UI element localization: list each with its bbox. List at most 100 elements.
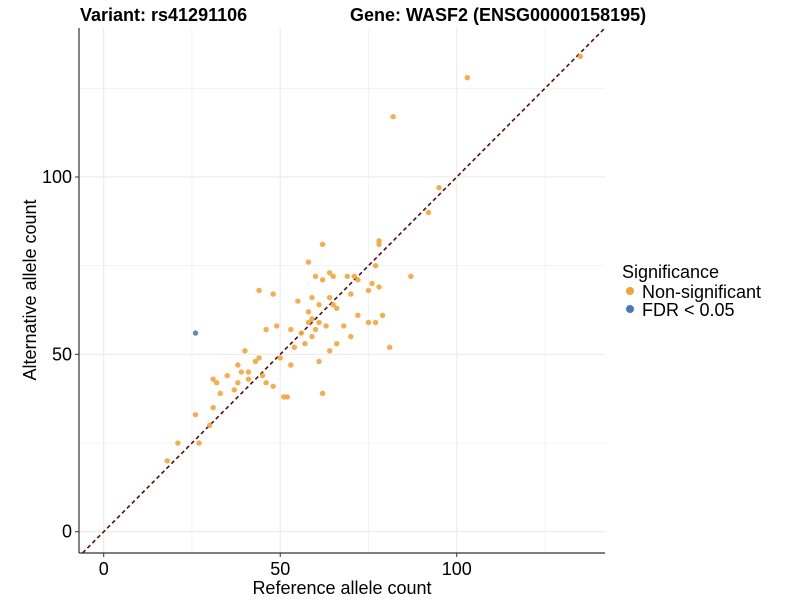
data-point-non-significant: [334, 305, 340, 311]
x-tick-label: 100: [442, 559, 472, 579]
data-point-non-significant: [242, 348, 248, 354]
data-point-non-significant: [210, 404, 216, 411]
data-point-non-significant: [305, 309, 312, 315]
data-point-non-significant: [348, 333, 354, 340]
legend-swatch-non-significant: [626, 287, 634, 295]
chart-title-variant: Variant: rs41291106: [80, 5, 247, 25]
data-point-non-significant: [235, 380, 241, 386]
data-point-non-significant: [309, 316, 315, 322]
data-point-non-significant: [334, 341, 340, 347]
data-point-non-significant: [316, 301, 322, 308]
data-point-non-significant: [344, 273, 350, 280]
data-point-non-significant: [288, 362, 294, 368]
data-point-non-significant: [213, 380, 220, 386]
data-point-non-significant: [245, 369, 252, 375]
data-point-non-significant: [235, 362, 241, 368]
data-point-non-significant: [386, 344, 393, 350]
data-point-non-significant: [319, 277, 326, 283]
data-point-non-significant: [408, 273, 414, 280]
data-point-non-significant: [256, 287, 262, 294]
data-point-non-significant: [238, 369, 245, 375]
y-tick-label: 0: [62, 522, 72, 542]
x-tick-label: 50: [270, 559, 290, 579]
data-point-non-significant: [206, 422, 213, 428]
legend-title: Significance: [622, 262, 719, 282]
data-point-non-significant: [348, 291, 354, 297]
data-point-non-significant: [295, 298, 301, 304]
data-point-non-significant: [291, 344, 298, 350]
data-point-non-significant: [284, 394, 290, 400]
reference-diagonal-line: [81, 27, 606, 554]
y-tick-label: 50: [52, 344, 72, 364]
data-point-non-significant: [196, 440, 202, 446]
data-point-non-significant: [305, 319, 312, 326]
data-point-non-significant: [217, 390, 223, 397]
data-point-non-significant: [326, 270, 333, 276]
data-point-non-significant: [365, 319, 372, 326]
data-point-non-significant: [319, 390, 326, 397]
data-point-non-significant: [341, 323, 347, 329]
data-point-non-significant: [372, 262, 379, 269]
legend-label-fdr: FDR < 0.05: [642, 300, 735, 320]
data-point-non-significant: [305, 259, 312, 265]
data-point-non-significant: [277, 355, 283, 361]
data-point-non-significant: [270, 291, 276, 297]
data-point-non-significant: [302, 341, 308, 347]
data-point-non-significant: [224, 372, 230, 379]
data-point-non-significant: [270, 383, 276, 389]
data-point-non-significant: [372, 319, 379, 326]
data-point-non-significant: [263, 326, 269, 333]
data-point-non-significant: [231, 387, 238, 393]
data-point-non-significant: [288, 326, 294, 333]
data-point-non-significant: [425, 209, 432, 216]
data-point-non-significant: [263, 380, 269, 386]
data-point-non-significant: [164, 458, 170, 464]
data-point-non-significant: [298, 330, 305, 336]
data-point-non-significant: [245, 376, 252, 382]
data-point-non-significant: [323, 323, 329, 329]
data-point-fdr-0-05: [192, 330, 199, 336]
data-point-non-significant: [436, 184, 442, 191]
legend-swatch-fdr: [626, 305, 634, 313]
data-point-non-significant: [376, 241, 382, 248]
legend: Significance Non-significant FDR < 0.05: [622, 262, 761, 320]
data-point-non-significant: [316, 358, 322, 365]
data-point-non-significant: [210, 376, 216, 382]
data-point-non-significant: [256, 355, 262, 361]
data-point-non-significant: [330, 273, 336, 280]
y-tick-label: 100: [42, 167, 72, 187]
y-axis-ticks: 0 50 100: [42, 167, 79, 542]
data-point-non-significant: [365, 287, 372, 294]
data-point-non-significant: [355, 312, 361, 319]
data-point-non-significant: [351, 273, 358, 280]
data-point-non-significant: [192, 411, 199, 418]
x-axis-ticks: 0 50 100: [99, 553, 472, 579]
data-point-non-significant: [379, 312, 386, 319]
data-point-non-significant: [326, 294, 333, 301]
data-point-non-significant: [259, 372, 266, 379]
data-point-non-significant: [252, 358, 259, 365]
data-point-non-significant: [312, 326, 319, 333]
data-point-non-significant: [577, 53, 583, 60]
grid-lines: [79, 28, 605, 553]
x-tick-label: 0: [99, 559, 109, 579]
data-point-non-significant: [312, 273, 319, 280]
data-point-non-significant: [316, 319, 322, 326]
data-point-non-significant: [319, 241, 326, 248]
data-point-non-significant: [273, 323, 280, 329]
data-point-non-significant: [175, 440, 181, 446]
data-point-non-significant: [355, 277, 361, 283]
y-axis-title: Alternative allele count: [20, 199, 40, 380]
chart-title-gene: Gene: WASF2 (ENSG00000158195): [350, 5, 646, 25]
legend-label-non-significant: Non-significant: [642, 282, 761, 302]
data-point-non-significant: [309, 294, 315, 301]
data-point-non-significant: [309, 333, 315, 340]
data-point-non-significant: [330, 301, 336, 308]
data-points: [164, 53, 583, 464]
x-axis-title: Reference allele count: [252, 578, 431, 598]
data-point-non-significant: [326, 348, 333, 354]
data-point-non-significant: [376, 284, 382, 290]
data-point-non-significant: [390, 113, 396, 120]
data-point-non-significant: [369, 280, 375, 287]
